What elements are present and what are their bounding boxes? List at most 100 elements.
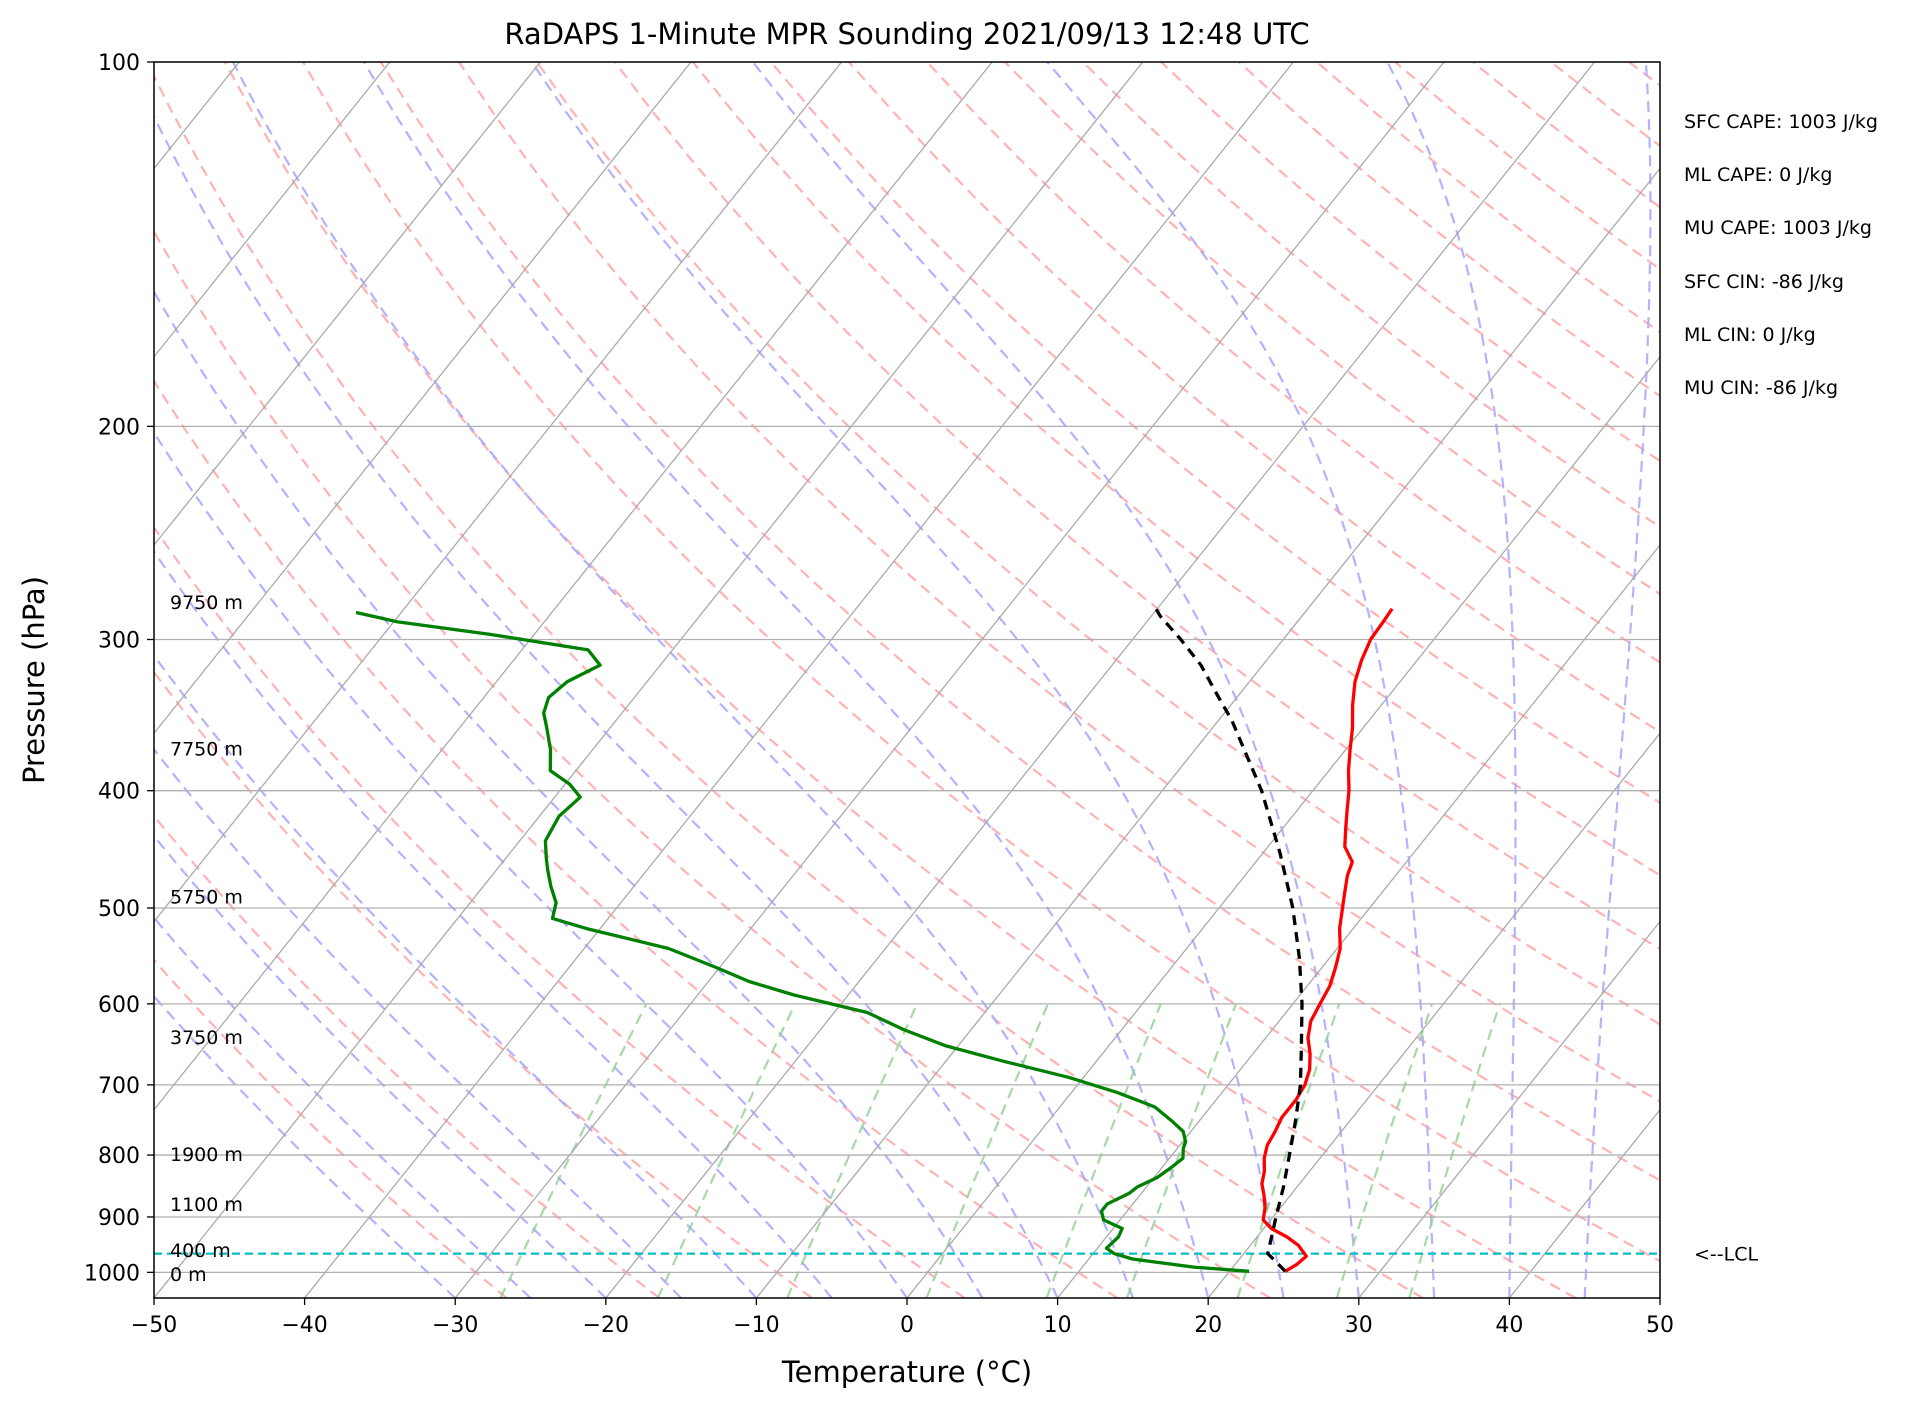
height-label: 9750 m [170,592,243,614]
x-tick-label: −50 [131,1313,177,1338]
plot-frame [153,61,1661,1299]
x-tick-label: −10 [733,1313,779,1338]
moist-adiabat [232,62,1134,1298]
height-label: 1900 m [170,1144,243,1166]
moist-adiabat [1046,62,1436,1298]
isotherm [154,62,391,358]
x-tick-label: 10 [1044,1313,1072,1338]
dewpoint-line [355,610,1250,1273]
dry-adiabat [154,670,813,1298]
height-label: 5750 m [170,886,243,908]
sounding-series [355,602,1394,1273]
y-tick-label: 1000 [84,1261,140,1286]
dry-adiabat [1707,62,1925,1298]
chart-title: RaDAPS 1-Minute MPR Sounding 2021/09/13 … [504,17,1309,51]
y-axis-title: Pressure (hPa) [17,576,51,784]
isotherm [154,62,541,547]
mixing-ratio-line [1335,1003,1434,1298]
dry-adiabat [457,62,1660,1103]
moist-adiabat [154,549,833,1298]
dry-adiabat [1863,62,1925,1298]
dry-adiabat [154,814,660,1298]
dry-adiabat [223,62,1577,1298]
dry-adiabat [154,525,966,1298]
isotherm [1358,920,1660,1298]
moist-adiabat [154,834,607,1298]
isotherm [154,62,1144,1298]
y-tick-label: 500 [98,897,140,922]
mixing-ratio-line [925,1003,1050,1298]
height-label: 7750 m [170,739,243,761]
isotherm [154,62,843,923]
mu-cin-label: MU CIN: -86 J/kg [1684,377,1838,399]
dry-adiabat [770,62,1660,805]
lcl-label: <--LCL [1694,1244,1758,1266]
dry-adiabat [154,229,1271,1298]
ml-cape-label: ML CAPE: 0 J/kg [1684,164,1832,186]
mu-cape-label: MU CAPE: 1003 J/kg [1684,217,1872,239]
y-tick-label: 200 [98,415,140,440]
moist-adiabat [154,653,758,1298]
moist-adiabat [154,430,908,1298]
isotherm [1508,1108,1660,1298]
dry-adiabat [1238,62,1660,398]
isotherm [304,62,1294,1298]
height-labels: 9750 m 7750 m 5750 m 3750 m 1900 m 1100 m 400 … [170,592,243,1286]
y-tick-label: 700 [98,1074,140,1099]
x-tick-label: −40 [281,1313,327,1338]
isobar-grid [154,62,1660,1274]
x-axis-title: Temperature (°C) [781,1355,1032,1389]
x-tick-label: 0 [900,1313,914,1338]
isotherm [1057,543,1660,1298]
temperature-line [1260,607,1394,1273]
x-tick-label: −20 [583,1313,629,1338]
dry-adiabat [1628,62,1660,87]
y-tick-label: 100 [98,51,140,76]
y-tick-label: 800 [98,1144,140,1169]
dry-adiabat [692,62,1660,877]
y-tick-label: 900 [98,1206,140,1231]
isotherm [154,62,993,1111]
x-tick-label: −30 [432,1313,478,1338]
mixing-ratio-line [656,1003,797,1298]
y-tick-label: 300 [98,628,140,653]
axis-ticks: −50 −40 −30 −20 −10 0 10 20 30 40 50 100 200 300 400 50… [84,51,1674,1338]
moist-adiabat [363,62,1210,1298]
mixing-ratio-line [1045,1003,1162,1298]
x-tick-label: 30 [1345,1313,1373,1338]
x-tick-label: 40 [1495,1313,1523,1338]
height-label: 1100 m [170,1194,243,1216]
sfc-cape-label: SFC CAPE: 1003 J/kg [1684,111,1878,133]
isotherm [154,62,692,735]
dry-adiabat [614,62,1660,951]
isotherm [1207,732,1660,1298]
isotherm [906,355,1660,1298]
dry-adiabat [1785,62,1925,1298]
indices-panel: SFC CAPE: 1003 J/kg ML CAPE: 0 J/kg MU C… [1684,111,1878,399]
isotherm [755,167,1660,1298]
isotherm [605,62,1596,1298]
dry-adiabat [154,958,508,1298]
moist-adiabat [154,994,456,1298]
mixing-ratio-line [1236,1003,1341,1298]
background-lines [154,62,1925,1298]
x-tick-label: 20 [1194,1313,1222,1338]
mixing-ratio-line [1408,1003,1501,1298]
y-tick-label: 400 [98,780,140,805]
moist-adiabat [154,289,984,1298]
moist-adiabat [530,62,1285,1298]
y-tick-label: 600 [98,993,140,1018]
mixing-ratio-line [786,1003,919,1298]
moist-adiabat [1583,62,1652,1298]
dry-adiabat [926,62,1660,664]
height-label: 0 m [170,1264,207,1286]
dry-adiabat [379,62,1660,1182]
dry-adiabat [848,62,1660,734]
height-label: 400 m [170,1240,231,1262]
dry-adiabat [1316,62,1660,334]
mixing-ratio-line [499,1003,648,1298]
isotherm [454,62,1445,1298]
height-label: 3750 m [170,1027,243,1049]
dry-adiabat [301,62,1660,1263]
moist-adiabat [154,747,682,1298]
